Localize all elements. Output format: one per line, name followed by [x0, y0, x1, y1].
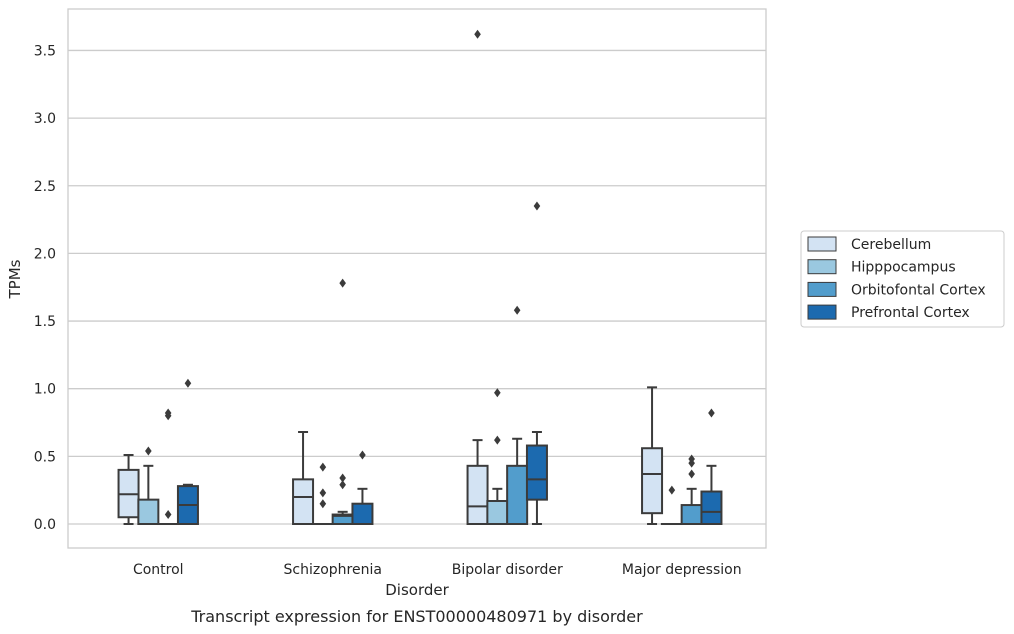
- y-tick-label: 2.5: [34, 179, 56, 195]
- y-tick-label: 0.0: [34, 517, 56, 533]
- box-cerebellum: [641, 386, 664, 525]
- y-axis-label: TPMs: [6, 259, 24, 299]
- box-plot-series: [117, 29, 723, 526]
- legend-swatch: [807, 259, 837, 275]
- legend-frame: [800, 230, 1005, 328]
- x-tick-label: Major depression: [622, 562, 742, 578]
- legend-entry-label: Prefrontal Cortex: [851, 305, 970, 321]
- y-tick-label: 1.0: [34, 382, 56, 398]
- x-axis-label: Disorder: [385, 581, 449, 599]
- legend-swatch: [807, 281, 837, 297]
- box-cerebellum: [292, 430, 315, 526]
- box-orbitofontal-cortex: [506, 305, 529, 526]
- y-tick-label: 2.0: [34, 246, 56, 262]
- outlier-point: [668, 485, 676, 495]
- box-body: [506, 464, 529, 526]
- x-tick-label: Schizophrenia: [284, 562, 382, 578]
- legend-swatch: [807, 236, 837, 252]
- box-body: [525, 444, 548, 501]
- legend-swatch: [807, 304, 837, 320]
- outlier-point: [319, 488, 327, 498]
- outlier-point: [164, 510, 172, 520]
- y-tick-label: 1.5: [34, 314, 56, 330]
- box-prefrontal-cortex: [700, 408, 723, 526]
- y-tick-label: 3.5: [34, 43, 56, 59]
- outlier-point: [474, 29, 481, 39]
- outlier-point: [184, 378, 192, 388]
- box-body: [680, 504, 703, 526]
- box-prefrontal-cortex: [525, 201, 548, 525]
- chart-caption: Transcript expression for ENST0000048097…: [190, 607, 643, 626]
- outlier-point: [164, 411, 172, 421]
- outlier-point: [359, 450, 366, 460]
- box-body: [700, 490, 723, 526]
- box-prefrontal-cortex: [351, 450, 374, 525]
- outlier-point: [533, 201, 541, 211]
- x-tick-label: Bipolar disorder: [452, 562, 563, 578]
- box-body: [137, 498, 160, 525]
- outlier-point: [339, 473, 346, 483]
- box-body: [292, 478, 315, 526]
- legend: Cerebellum Hipppocampus Orbitofontal Corte…: [800, 230, 1005, 328]
- legend-entry-label: Cerebellum: [851, 237, 931, 253]
- box-orbitofontal-cortex: [331, 278, 354, 525]
- x-tick-label: Control: [133, 562, 184, 578]
- box-cerebellum: [117, 453, 140, 525]
- box-hipppocampus: [660, 485, 683, 526]
- outlier-point: [339, 480, 346, 490]
- outlier-point: [494, 388, 501, 398]
- box-body: [486, 499, 509, 525]
- box-cerebellum: [466, 29, 489, 526]
- y-tick-label: 0.5: [34, 449, 56, 465]
- outlier-point: [339, 278, 346, 288]
- outlier-point: [688, 469, 695, 479]
- outlier-point: [145, 446, 152, 456]
- box-prefrontal-cortex: [176, 378, 199, 525]
- y-axis-ticks: 0.0 0.5 1.0 1.5 2.0 2.5 3.0 3.5: [34, 43, 56, 533]
- box-body: [641, 447, 664, 515]
- outlier-point: [494, 435, 501, 445]
- box-orbitofontal-cortex: [157, 408, 180, 526]
- box-hipppocampus: [137, 446, 160, 525]
- legend-entry-label: Orbitofontal Cortex: [851, 282, 986, 298]
- box-body: [351, 502, 374, 525]
- box-body: [466, 464, 489, 526]
- outlier-point: [513, 305, 521, 315]
- legend-entry-label: Hipppocampus: [851, 260, 956, 276]
- grid-lines: [68, 49, 766, 525]
- plot-area-frame: [67, 8, 767, 549]
- box-hipppocampus: [311, 462, 334, 526]
- box-orbitofontal-cortex: [680, 454, 703, 526]
- outlier-point: [708, 408, 715, 418]
- outlier-point: [319, 499, 327, 509]
- outlier-point: [688, 458, 695, 468]
- x-axis-ticks: Control Schizophrenia Bipolar disorder Majo…: [133, 562, 742, 578]
- y-tick-label: 3.0: [34, 111, 56, 127]
- outlier-point: [319, 462, 327, 472]
